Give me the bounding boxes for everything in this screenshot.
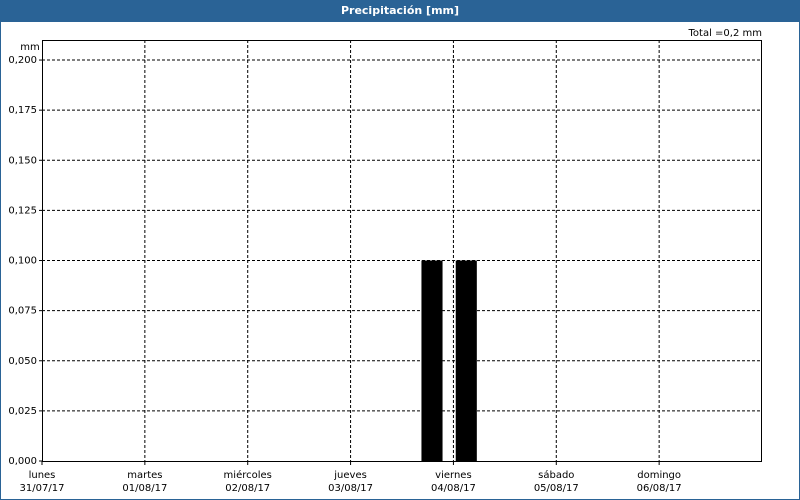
y-tick-label: 0,200 (8, 55, 37, 66)
x-tick-label: martes 01/08/17 (122, 470, 167, 494)
y-tick-label: 0,050 (8, 356, 37, 367)
y-tick-label: 0,100 (8, 256, 37, 267)
x-tick-label: viernes 04/08/17 (431, 470, 476, 494)
x-tick-label: miércoles 02/08/17 (224, 469, 272, 494)
x-tick-label: jueves 03/08/17 (328, 470, 373, 494)
y-tick-label: 0,150 (8, 155, 37, 166)
y-tick-label: 0,175 (8, 105, 37, 116)
y-tick-label: 0,025 (8, 406, 37, 417)
x-tick-label: lunes 31/07/17 (20, 470, 65, 494)
y-tick-label: 0,125 (8, 205, 37, 216)
y-tick-label: 0,000 (8, 456, 37, 467)
plot-frame (42, 40, 762, 462)
y-tick-label: 0,075 (8, 306, 37, 317)
annotation: Total =0,2 mm (688, 28, 762, 39)
bar (421, 260, 443, 461)
bar (455, 260, 477, 461)
x-tick-label: sábado 05/08/17 (534, 469, 579, 494)
x-tick-label: domingo 06/08/17 (637, 470, 682, 494)
title-bar: Precipitación [mm] (0, 0, 800, 21)
y-unit: mm (20, 42, 39, 53)
